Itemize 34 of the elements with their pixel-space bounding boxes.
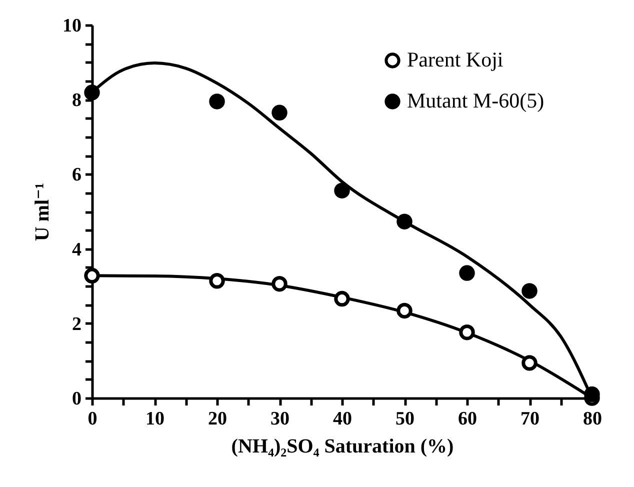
x-tick-label: 30 [270, 408, 290, 430]
x-tick-label: 70 [520, 408, 540, 430]
legend-label: Mutant M-60(5) [407, 88, 544, 112]
y-tick-label: 6 [72, 164, 82, 186]
x-tick-label: 0 [88, 408, 98, 430]
point [272, 276, 288, 292]
x-tick-label: 60 [458, 408, 477, 430]
point [459, 324, 475, 340]
point [334, 182, 350, 198]
point [84, 84, 100, 100]
x-axis-title: (NH₄)₂SO₄ Saturation (%) [231, 436, 454, 458]
point [209, 273, 225, 289]
y-tick-label: 2 [72, 314, 82, 335]
y-tick-label: 8 [72, 90, 82, 112]
x-tick-label: 10 [146, 408, 164, 430]
point [396, 302, 412, 319]
point [396, 214, 412, 230]
point [209, 94, 225, 110]
y-tick-label: 4 [72, 239, 82, 260]
legend-label: Parent Koji [407, 48, 504, 72]
point [584, 386, 600, 402]
x-tick-label: 40 [333, 408, 352, 430]
y-tick-label: 10 [62, 16, 82, 36]
y-axis-title: U ml⁻¹ [32, 182, 54, 242]
point [84, 268, 100, 284]
x-tick-label: 20 [208, 408, 227, 430]
x-tick-label: 50 [396, 408, 414, 430]
point [272, 104, 288, 121]
y-tick-label: 0 [72, 388, 82, 410]
point [334, 290, 350, 307]
point [459, 265, 475, 281]
point [522, 283, 538, 299]
x-tick-label: 80 [583, 408, 602, 430]
point [522, 355, 538, 371]
